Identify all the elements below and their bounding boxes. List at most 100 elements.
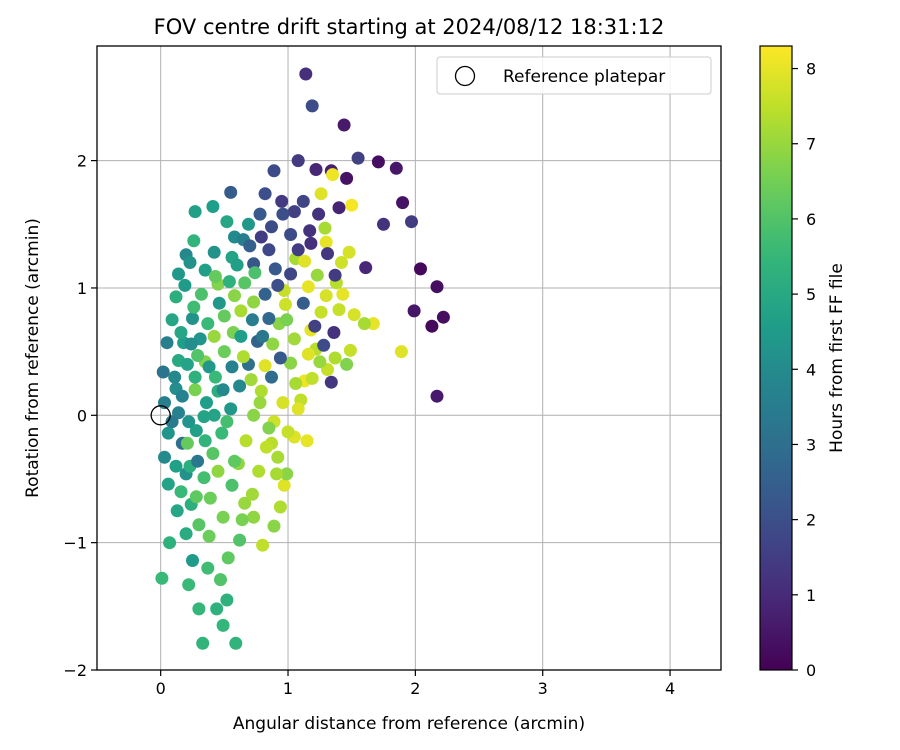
data-point: [229, 636, 243, 650]
data-point: [242, 217, 255, 231]
data-point: [160, 336, 174, 350]
data-point: [262, 312, 276, 325]
data-point: [332, 201, 346, 215]
data-point: [256, 329, 270, 343]
grid-lines: [97, 46, 721, 671]
data-point: [314, 187, 328, 201]
reference-marker-layer: [150, 405, 171, 426]
data-point: [243, 239, 257, 253]
data-point: [405, 215, 418, 229]
data-point: [203, 491, 217, 505]
data-point: [245, 487, 259, 501]
data-point: [220, 593, 234, 607]
data-point: [414, 262, 427, 276]
data-point: [389, 161, 403, 175]
data-point: [233, 533, 247, 547]
data-point: [319, 235, 333, 249]
data-point: [284, 228, 298, 241]
x-tick-label: 4: [665, 679, 675, 698]
data-point: [301, 280, 315, 294]
x-tick-label: 0: [156, 679, 166, 698]
data-point: [165, 313, 179, 327]
data-point: [308, 319, 322, 333]
data-point: [265, 370, 278, 384]
data-point: [247, 510, 261, 524]
data-point: [407, 304, 421, 318]
x-tick-label: 1: [283, 679, 293, 698]
data-point: [165, 415, 179, 429]
data-point: [202, 360, 216, 374]
colorbar-tick-label: 2: [806, 511, 816, 530]
data-point: [233, 379, 247, 393]
data-point: [228, 454, 241, 468]
data-point: [211, 464, 225, 478]
data-point: [377, 217, 390, 231]
y-tick-label: 1: [77, 279, 87, 298]
data-point: [256, 538, 270, 552]
data-point: [224, 185, 238, 199]
data-point: [183, 256, 197, 269]
data-point: [271, 450, 285, 464]
data-point: [184, 337, 198, 351]
data-point: [301, 347, 315, 361]
data-point: [191, 454, 205, 468]
y-axis-ticks: −2 −1 0 1 2: [63, 152, 97, 680]
data-point: [287, 205, 301, 219]
data-point: [371, 155, 385, 169]
data-point: [425, 319, 439, 333]
colorbar-tick-label: 3: [806, 435, 816, 454]
colorbar-tick-label: 1: [806, 586, 816, 605]
data-point: [225, 360, 239, 374]
data-point: [217, 345, 231, 359]
data-point: [271, 278, 285, 292]
data-point: [252, 464, 266, 478]
data-point: [258, 187, 272, 201]
data-point: [174, 485, 188, 499]
data-point: [234, 304, 248, 318]
data-point: [318, 221, 332, 235]
data-point: [188, 205, 202, 219]
y-tick-label: −1: [63, 534, 87, 553]
data-point: [267, 519, 281, 533]
data-point: [182, 578, 196, 592]
data-point: [281, 425, 295, 439]
data-point: [321, 247, 334, 261]
data-point: [284, 267, 298, 281]
data-point: [267, 164, 281, 178]
data-point: [174, 326, 188, 339]
data-point: [357, 317, 371, 331]
data-point: [259, 440, 273, 454]
data-point: [337, 118, 351, 132]
data-point: [345, 198, 359, 212]
data-point: [335, 256, 348, 269]
data-point: [303, 224, 317, 238]
legend-entry-reference-platepar: Reference platepar: [503, 67, 665, 87]
data-point: [225, 478, 239, 492]
data-point: [200, 396, 213, 410]
data-point: [324, 375, 338, 389]
data-point: [273, 351, 287, 365]
data-point: [197, 410, 211, 424]
data-point: [192, 518, 206, 532]
data-point: [169, 459, 183, 473]
chart-title: FOV centre drift starting at 2024/08/12 …: [154, 15, 665, 39]
data-point: [168, 370, 182, 384]
data-point: [247, 295, 261, 309]
data-point: [235, 513, 249, 527]
data-point: [244, 373, 258, 387]
data-point: [236, 350, 250, 364]
data-point: [359, 261, 373, 275]
data-point: [347, 308, 361, 322]
data-point: [170, 504, 184, 518]
data-point: [305, 99, 319, 113]
data-point: [319, 289, 333, 303]
data-point: [180, 436, 194, 450]
data-point: [351, 151, 365, 165]
data-point: [179, 527, 193, 541]
data-point: [206, 200, 220, 213]
data-point: [207, 408, 221, 422]
data-point: [262, 243, 276, 257]
data-point: [262, 421, 276, 435]
reference-platepar-marker: [150, 405, 171, 426]
